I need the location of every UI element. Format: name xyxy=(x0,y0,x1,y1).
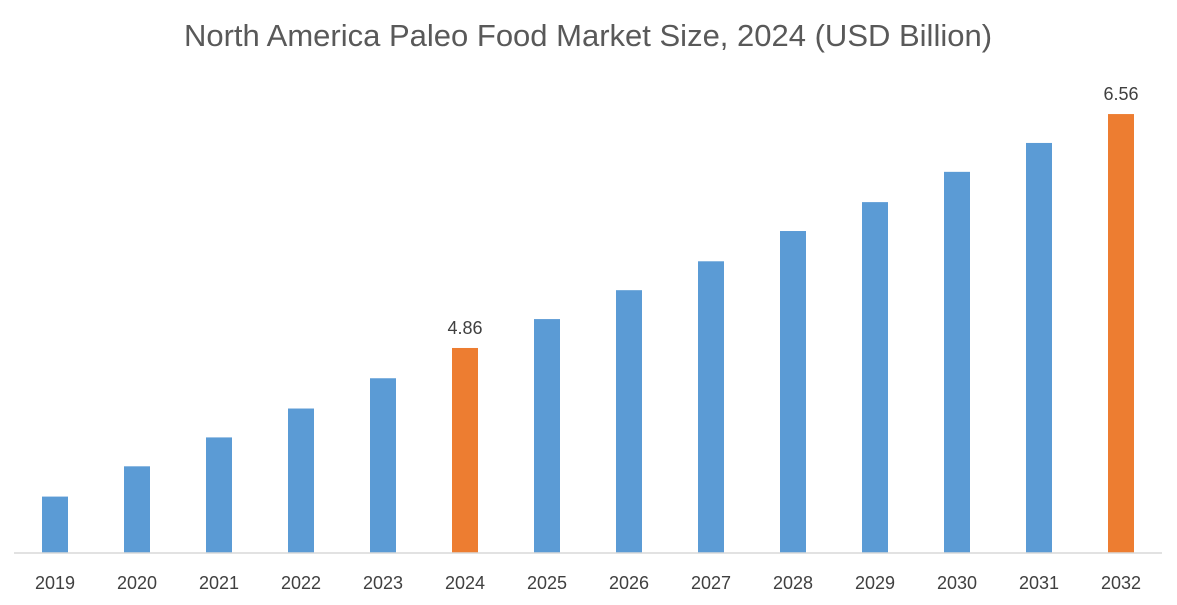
x-tick-label: 2026 xyxy=(609,573,649,593)
bar-2030 xyxy=(944,171,970,553)
data-label-2032: 6.56 xyxy=(1103,84,1138,104)
bar-2024 xyxy=(452,347,478,553)
chart-title: North America Paleo Food Market Size, 20… xyxy=(184,18,992,53)
x-tick-label: 2032 xyxy=(1101,573,1141,593)
bar-2021 xyxy=(206,437,232,553)
bar-2027 xyxy=(698,261,724,553)
bar-2031 xyxy=(1026,142,1052,553)
x-tick-label: 2025 xyxy=(527,573,567,593)
bar-2026 xyxy=(616,290,642,553)
x-tick-label: 2021 xyxy=(199,573,239,593)
x-tick-label: 2031 xyxy=(1019,573,1059,593)
bar-2028 xyxy=(780,231,806,554)
bar-2019 xyxy=(42,496,68,553)
x-tick-label: 2029 xyxy=(855,573,895,593)
bar-2023 xyxy=(370,378,396,553)
x-tick-label: 2028 xyxy=(773,573,813,593)
x-tick-label: 2023 xyxy=(363,573,403,593)
bar-2020 xyxy=(124,466,150,553)
x-tick-label: 2020 xyxy=(117,573,157,593)
x-tick-label: 2027 xyxy=(691,573,731,593)
x-tick-label: 2030 xyxy=(937,573,977,593)
x-tick-label: 2024 xyxy=(445,573,485,593)
data-label-2024: 4.86 xyxy=(447,318,482,338)
bar-2025 xyxy=(534,319,560,553)
bar-2022 xyxy=(288,408,314,553)
bar-2032 xyxy=(1108,114,1134,553)
bar-2029 xyxy=(862,202,888,553)
x-tick-label: 2019 xyxy=(35,573,75,593)
x-tick-label: 2022 xyxy=(281,573,321,593)
